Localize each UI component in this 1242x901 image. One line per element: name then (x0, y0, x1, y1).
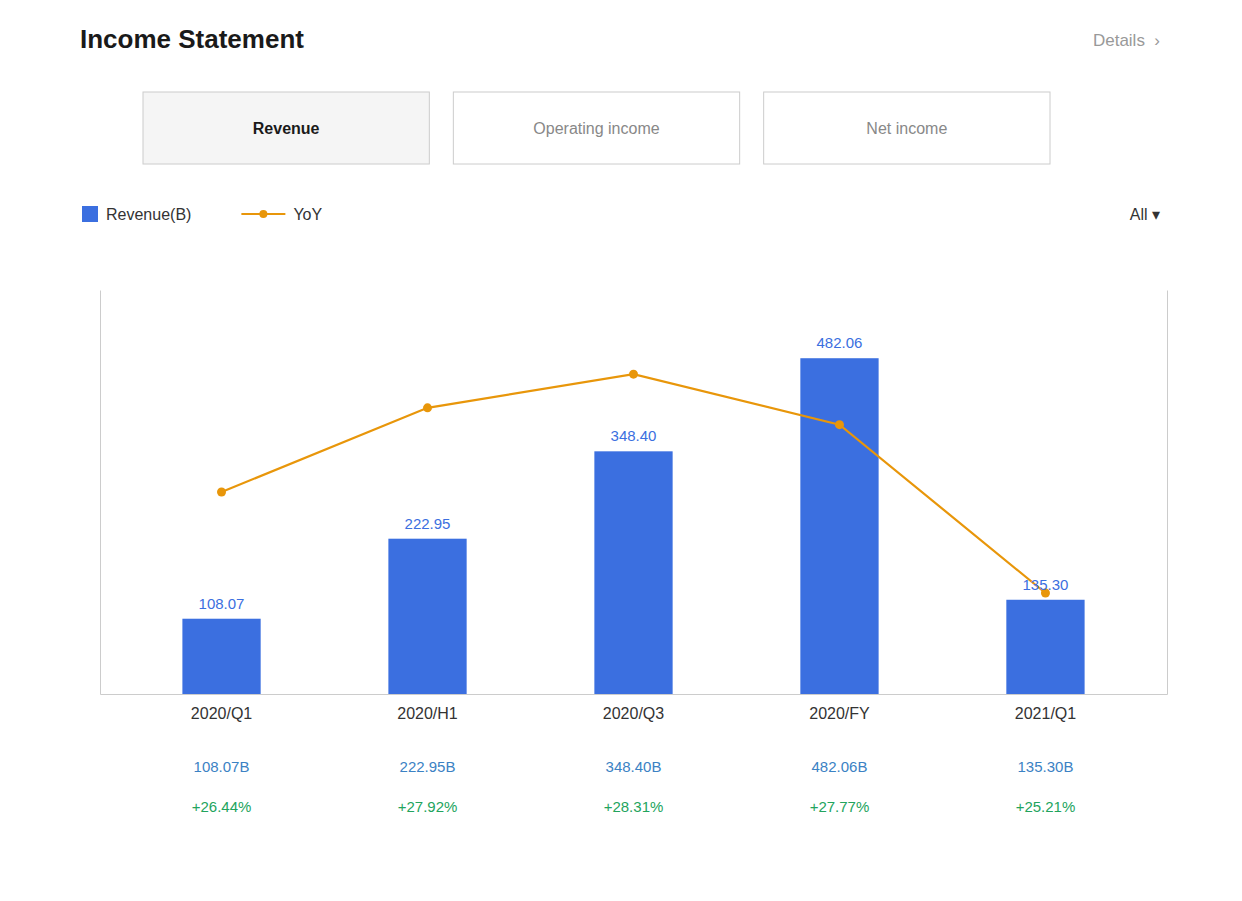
data-label: 348.40 (611, 427, 657, 444)
details-link[interactable]: Details › (1093, 31, 1160, 50)
line (222, 374, 1046, 593)
title: Income Statement (80, 24, 304, 54)
bar (182, 619, 260, 694)
tab-label[interactable]: Operating income (533, 120, 659, 137)
row-label: 482.06B (812, 758, 868, 775)
legend-label: Revenue(B) (106, 206, 191, 223)
x-axis: 2020/Q1 2020/H1 2020/Q3 2020/FY 2021/Q1 (101, 694, 1168, 722)
y-axis (100, 291, 101, 695)
row-label: +27.92% (398, 798, 458, 815)
line-marker (835, 420, 844, 429)
tab-label[interactable]: Net income (866, 120, 947, 137)
bar (1006, 600, 1084, 694)
x-tick: 2020/Q3 (603, 694, 664, 722)
annotation-rows: 108.07B 222.95B 348.40B 482.06B 135.30B +26.4… (192, 758, 1076, 815)
x-tick-label: 2020/Q3 (603, 705, 664, 722)
data-label: 135.30 (1023, 576, 1069, 593)
tab-label[interactable]: Revenue (253, 120, 320, 137)
line-marker (629, 370, 638, 379)
row-label: +28.31% (604, 798, 664, 815)
row-label: 135.30B (1018, 758, 1074, 775)
row-label: +25.21% (1016, 798, 1076, 815)
x-tick-label: 2021/Q1 (1015, 705, 1076, 722)
filter-dropdown[interactable]: All ▾ (1130, 206, 1160, 223)
tab[interactable] (764, 92, 1050, 164)
legend: Revenue(B) YoY (82, 206, 322, 223)
chart: Income Statement Details › Revenue Operatin… (0, 0, 1242, 901)
row-label: +26.44% (192, 798, 252, 815)
line-marker (217, 488, 226, 497)
x-tick-label: 2020/FY (809, 705, 870, 722)
bar (800, 358, 878, 694)
legend-label: YoY (293, 206, 322, 223)
data-label: 108.07 (199, 595, 245, 612)
plot-marks (182, 358, 1084, 694)
y-axis-line (100, 291, 101, 695)
x-tick: 2020/FY (809, 694, 870, 722)
x-tick: 2020/H1 (397, 694, 458, 722)
tab[interactable] (143, 92, 429, 164)
data-labels: 108.07 222.95 348.40 482.06 135.30 (199, 334, 1069, 612)
legend-swatch-marker (259, 210, 267, 218)
row-label: +27.77% (810, 798, 870, 815)
x-tick-label: 2020/Q1 (191, 705, 252, 722)
y2-axis-line (1167, 291, 1168, 695)
legend-swatch (82, 206, 98, 222)
data-label: 482.06 (817, 334, 863, 351)
y2-axis (1167, 291, 1168, 695)
x-tick: 2021/Q1 (1015, 694, 1076, 722)
tabs: Revenue Operating income Net income (143, 92, 1050, 164)
row-label: 108.07B (194, 758, 250, 775)
bar (594, 451, 672, 694)
line-marker (423, 403, 432, 412)
x-tick: 2020/Q1 (191, 694, 252, 722)
row-label: 222.95B (400, 758, 456, 775)
tab[interactable] (453, 92, 739, 164)
data-label: 222.95 (405, 515, 451, 532)
x-tick-label: 2020/H1 (397, 705, 458, 722)
row-label: 348.40B (606, 758, 662, 775)
bar (388, 539, 466, 694)
x-axis-line (101, 694, 1168, 695)
